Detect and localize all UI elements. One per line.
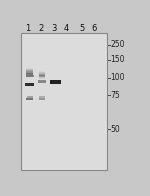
Text: 250: 250	[111, 40, 125, 49]
Bar	[39, 96, 45, 98]
Text: 6: 6	[92, 24, 97, 33]
Bar	[26, 68, 33, 71]
Bar	[26, 73, 33, 75]
Bar	[39, 77, 45, 79]
Text: 2: 2	[38, 24, 44, 33]
Bar	[39, 75, 45, 77]
Bar	[39, 74, 45, 76]
Bar	[26, 73, 33, 75]
Bar	[50, 80, 61, 83]
Bar	[26, 71, 33, 73]
Text: 3: 3	[51, 24, 56, 33]
Bar	[26, 70, 33, 72]
Bar	[39, 73, 45, 75]
Bar	[39, 76, 45, 78]
Bar	[39, 74, 45, 76]
Text: 100: 100	[111, 73, 125, 82]
Bar	[26, 72, 33, 75]
Text: 4: 4	[64, 24, 69, 33]
Bar	[26, 74, 33, 77]
Text: 5: 5	[79, 24, 84, 33]
Bar	[39, 71, 45, 73]
Bar	[26, 71, 33, 74]
Bar	[26, 70, 33, 72]
Bar	[39, 75, 45, 77]
Bar	[39, 76, 45, 79]
Bar	[26, 73, 33, 75]
Bar	[39, 76, 45, 78]
Bar	[39, 73, 45, 75]
Bar	[21, 33, 107, 170]
Bar	[26, 75, 33, 77]
Bar	[26, 70, 33, 73]
Text: 50: 50	[111, 125, 120, 134]
Bar	[39, 71, 45, 74]
Bar	[26, 74, 34, 77]
Text: 150: 150	[111, 55, 125, 64]
Bar	[39, 73, 45, 75]
Bar	[39, 74, 45, 76]
Bar	[39, 98, 45, 100]
Bar	[26, 72, 33, 74]
Bar	[26, 83, 34, 86]
Bar	[26, 69, 33, 72]
Bar	[26, 75, 33, 78]
Bar	[39, 74, 45, 76]
Bar	[38, 81, 46, 83]
Bar	[39, 74, 45, 77]
Bar	[39, 72, 45, 75]
Bar	[26, 69, 33, 71]
Bar	[39, 75, 45, 77]
Bar	[39, 72, 45, 74]
Bar	[39, 72, 45, 74]
Bar	[27, 73, 33, 74]
Text: 75: 75	[111, 91, 120, 100]
Bar	[39, 77, 45, 79]
Bar	[26, 74, 33, 76]
Bar	[26, 74, 33, 76]
Bar	[26, 74, 33, 77]
Bar	[26, 98, 33, 100]
Bar	[26, 71, 33, 73]
Text: 1: 1	[26, 24, 31, 33]
Bar	[39, 75, 45, 78]
Bar	[26, 72, 33, 74]
Bar	[27, 96, 33, 98]
